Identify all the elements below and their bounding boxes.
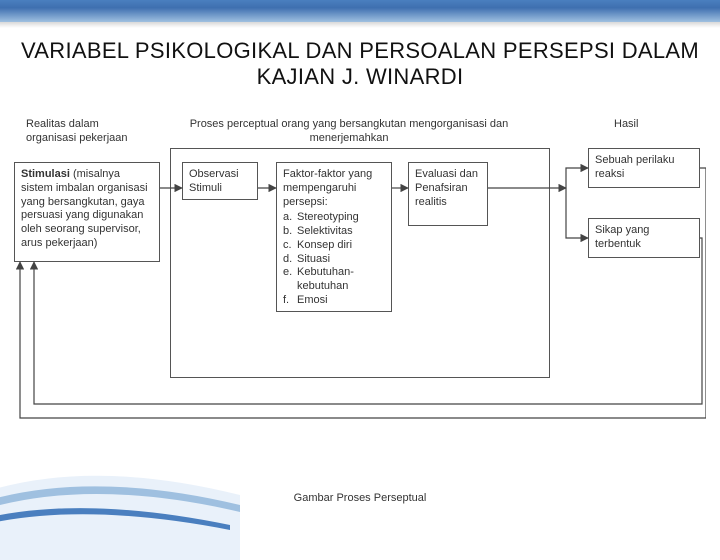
slide-top-shadow: [0, 22, 720, 28]
page-title: VARIABEL PSIKOLOGIKAL DAN PERSOALAN PERS…: [0, 38, 720, 90]
diagram-canvas: Realitas dalam organisasi pekerjaan Pros…: [14, 118, 706, 478]
slide-top-accent: [0, 0, 720, 22]
figure-caption: Gambar Proses Perseptual: [0, 492, 720, 504]
arrow-layer: [14, 118, 706, 478]
